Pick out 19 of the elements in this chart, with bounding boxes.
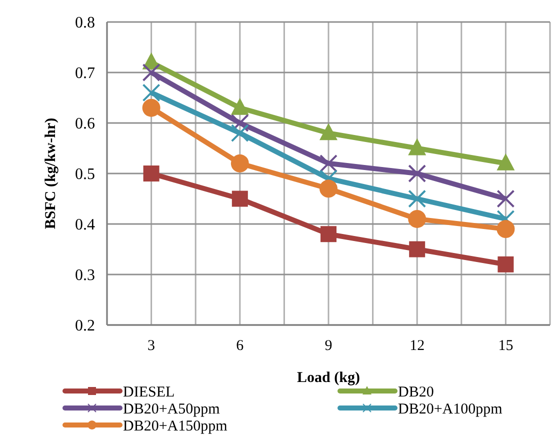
x-tick-label: 3 — [148, 338, 156, 354]
y-tick-label: 0.2 — [75, 318, 95, 335]
y-tick-label: 0.7 — [75, 65, 95, 82]
legend-label: DB20 — [398, 384, 434, 400]
y-tick-label: 0.6 — [75, 116, 95, 133]
x-tick-label: 12 — [410, 338, 425, 354]
y-tick-label: 0.4 — [75, 216, 95, 234]
legend-label: DB20+A100ppm — [398, 401, 503, 418]
x-tick-label: 9 — [324, 338, 332, 354]
legend-label: DIESEL — [123, 384, 175, 400]
y-tick-label: 0.5 — [75, 166, 95, 184]
legend-label: DB20+A50ppm — [123, 401, 220, 418]
y-tick-label: 0.3 — [75, 267, 95, 284]
x-tick-label: 15 — [498, 338, 514, 354]
y-axis-title: BSFC (kg/kw-hr) — [43, 118, 59, 230]
y-tick-label: 0.8 — [75, 14, 95, 32]
legend-label: DB20+A150ppm — [123, 418, 228, 434]
x-tick-label: 6 — [236, 338, 244, 354]
x-axis-title: Load (kg) — [297, 370, 360, 386]
